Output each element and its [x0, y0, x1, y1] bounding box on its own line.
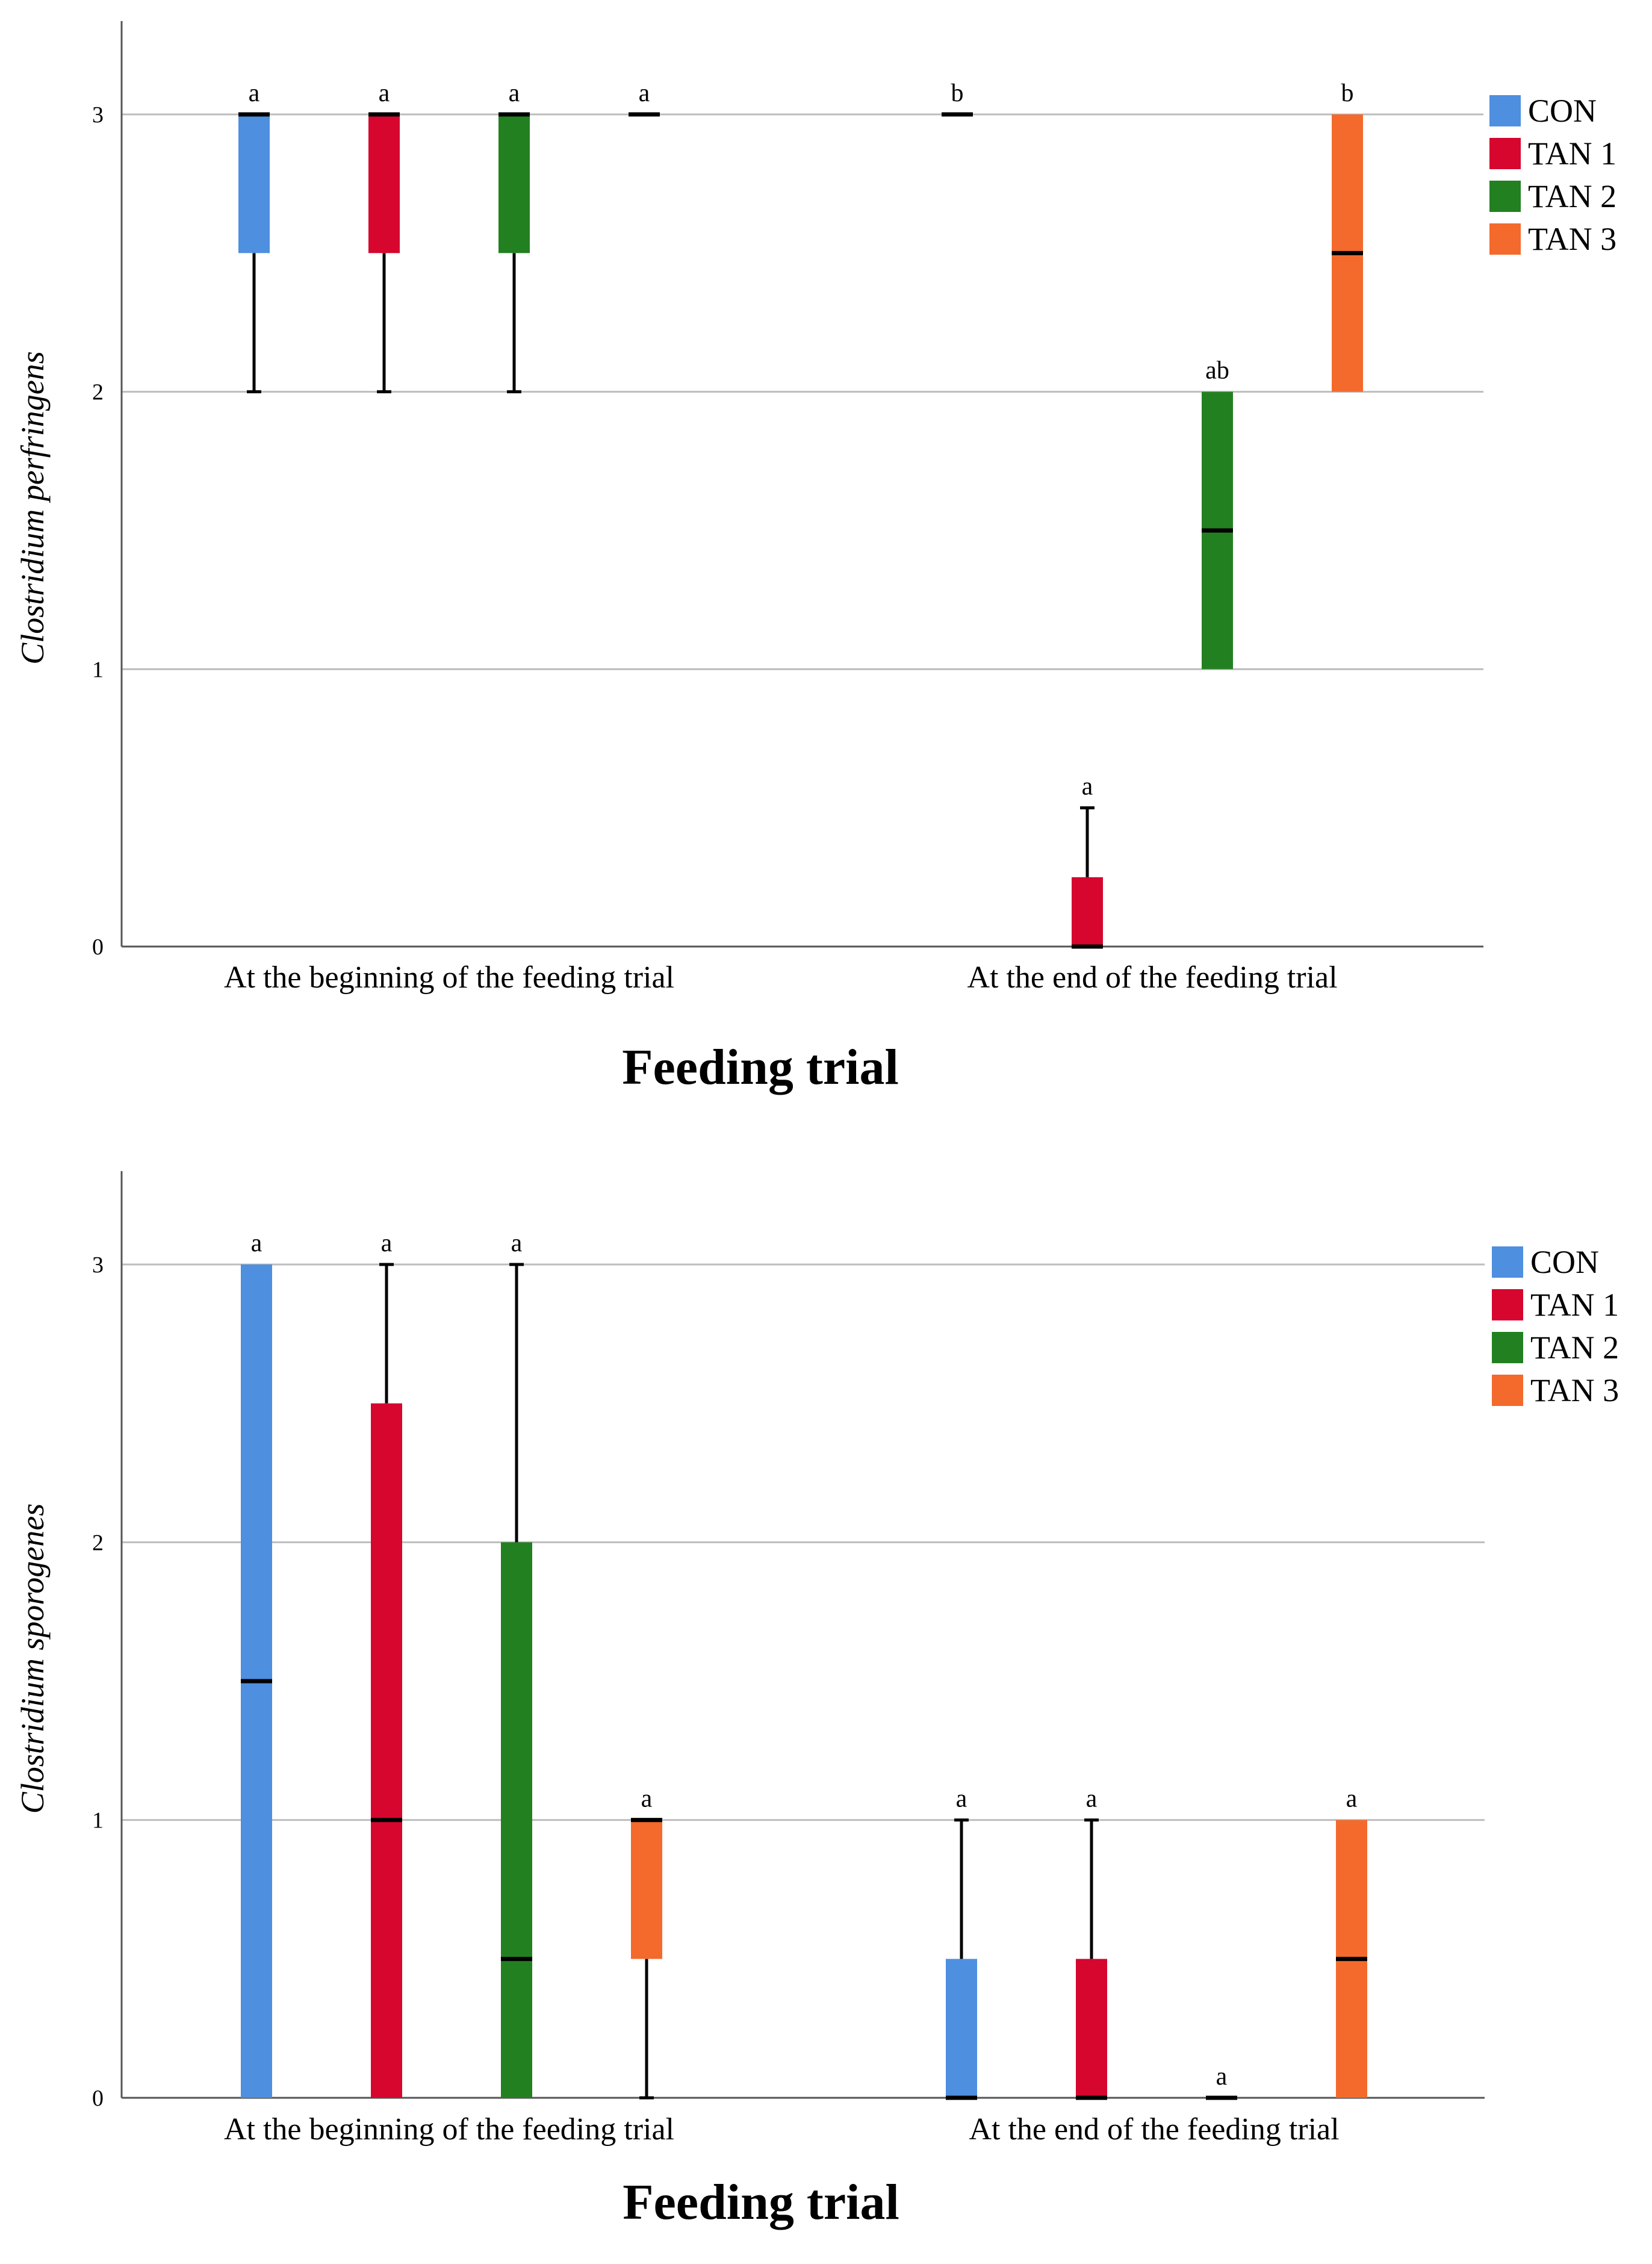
sig-letter-tan-2-beginning: a — [511, 1230, 523, 1257]
y-tick-label-2: 2 — [92, 380, 104, 405]
y-tick-label-3: 3 — [92, 1252, 104, 1278]
legend-label-tan-2: TAN 2 — [1530, 1329, 1619, 1366]
sig-letter-tan-2-end: ab — [1205, 357, 1229, 385]
box-tan-3-beginning — [631, 1820, 662, 1959]
legend-swatch-con — [1492, 1246, 1523, 1278]
sig-letter-con-beginning: a — [249, 79, 260, 107]
x-category-label-end: At the end of the feeding trial — [969, 2112, 1339, 2147]
legend-swatch-tan-2 — [1492, 1332, 1523, 1363]
sig-letter-con-end: a — [956, 1785, 967, 1813]
x-category-label-end: At the end of the feeding trial — [967, 960, 1337, 995]
sig-letter-tan-3-beginning: a — [641, 1785, 653, 1813]
sig-letter-tan-1-beginning: a — [381, 1230, 393, 1257]
x-category-label-beginning: At the beginning of the feeding trial — [224, 960, 674, 995]
box-tan-2-beginning — [501, 1542, 532, 2098]
sig-letter-tan-1-beginning: a — [379, 79, 390, 107]
sig-letter-tan-3-end: a — [1346, 1785, 1358, 1813]
legend-label-tan-1: TAN 1 — [1530, 1287, 1619, 1323]
sig-letter-tan-1-end: a — [1082, 773, 1093, 801]
sig-letter-con-end: b — [951, 79, 964, 107]
legend-swatch-con — [1489, 95, 1521, 126]
x-category-label-beginning: At the beginning of the feeding trial — [224, 2112, 674, 2147]
box-tan-1-beginning — [371, 1403, 402, 2098]
y-tick-label-0: 0 — [92, 935, 104, 960]
y-tick-label-0: 0 — [92, 2086, 104, 2111]
sig-letter-con-beginning: a — [251, 1230, 262, 1257]
legend-label-tan-3: TAN 3 — [1528, 221, 1616, 257]
box-tan-1-end — [1076, 1959, 1107, 2098]
y-tick-label-3: 3 — [92, 102, 104, 128]
legend-swatch-tan-1 — [1492, 1289, 1523, 1320]
chart-panel-sporogenes: 0 1 2 3 a a a a a a a a At the beginning of the feed… — [14, 1171, 1619, 2230]
x-axis-title: Feeding trial — [623, 2174, 899, 2230]
legend-swatch-tan-2 — [1489, 181, 1521, 212]
legend-label-con: CON — [1530, 1244, 1599, 1280]
y-tick-label-1: 1 — [92, 1808, 104, 1833]
y-axis-title: Clostridium sporogenes — [14, 1504, 51, 1814]
box-tan-2-beginning — [498, 114, 530, 253]
legend-label-tan-1: TAN 1 — [1528, 135, 1616, 172]
box-tan-1-end — [1072, 877, 1103, 947]
sig-letter-tan-3-end: b — [1341, 79, 1354, 107]
legend-label-con: CON — [1528, 93, 1597, 129]
legend-label-tan-2: TAN 2 — [1528, 178, 1616, 214]
box-con-end — [946, 1959, 977, 2098]
y-tick-label-1: 1 — [92, 657, 104, 682]
legend-swatch-tan-3 — [1489, 223, 1521, 255]
y-axis-title: Clostridium perfringens — [14, 351, 51, 665]
legend: CON TAN 1 TAN 2 TAN 3 — [1489, 93, 1616, 257]
box-con-beginning — [238, 114, 270, 253]
x-axis-title: Feeding trial — [622, 1039, 899, 1095]
legend-swatch-tan-1 — [1489, 138, 1521, 169]
sig-letter-tan-2-end: a — [1216, 2063, 1228, 2091]
sig-letter-tan-1-end: a — [1086, 1785, 1098, 1813]
sig-letter-tan-3-beginning: a — [639, 79, 650, 107]
legend-label-tan-3: TAN 3 — [1530, 1372, 1619, 1408]
y-tick-label-2: 2 — [92, 1530, 104, 1555]
legend-swatch-tan-3 — [1492, 1375, 1523, 1406]
legend: CON TAN 1 TAN 2 TAN 3 — [1492, 1244, 1619, 1408]
sig-letter-tan-2-beginning: a — [509, 79, 520, 107]
box-tan-1-beginning — [368, 114, 400, 253]
